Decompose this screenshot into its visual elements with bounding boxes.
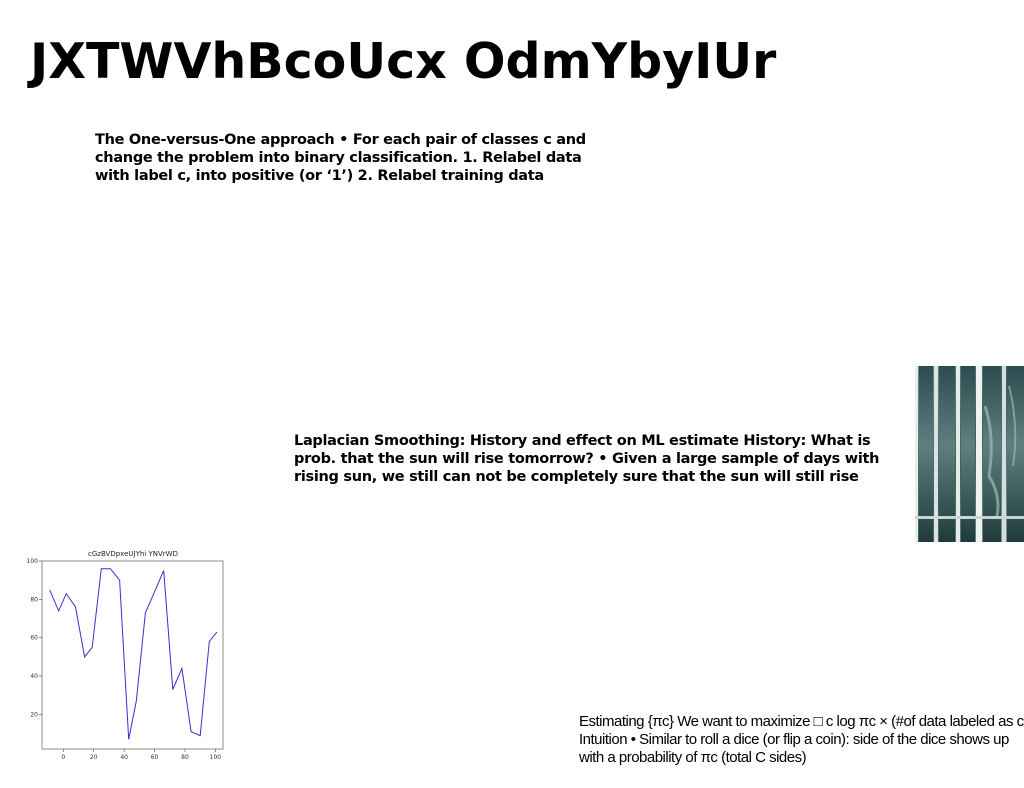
laplacian-smoothing-paragraph: Laplacian Smoothing: History and effect … bbox=[294, 433, 880, 485]
estimating-pi-paragraph: Estimating {πc} We want to maximize □ c … bbox=[579, 713, 1024, 766]
plot-frame bbox=[41, 560, 224, 750]
x-tick-label: 100 bbox=[210, 754, 222, 761]
glass-windows-photo bbox=[915, 366, 1024, 542]
x-tick-label: 0 bbox=[61, 754, 65, 761]
y-tick-label: 80 bbox=[30, 596, 38, 603]
x-tick-label: 60 bbox=[151, 754, 159, 761]
series-line bbox=[49, 568, 218, 740]
y-tick-label: 60 bbox=[30, 635, 38, 642]
y-tick-label: 40 bbox=[30, 673, 38, 680]
chart-title: cGzBVDpxeUJYhi YNVrWD bbox=[88, 550, 178, 558]
one-versus-one-paragraph: The One-versus-One approach • For each p… bbox=[95, 132, 586, 184]
x-tick-label: 80 bbox=[181, 754, 189, 761]
page-title: JXTWVhBcoUcx OdmYbyIUr bbox=[30, 33, 777, 90]
x-tick-label: 40 bbox=[120, 754, 128, 761]
x-tick-label: 20 bbox=[90, 754, 98, 761]
y-tick-label: 20 bbox=[30, 711, 38, 718]
y-tick-label: 100 bbox=[27, 558, 39, 565]
line-chart: cGzBVDpxeUJYhi YNVrWD 20 40 60 80 100 0 20 40 6… bbox=[27, 550, 224, 761]
